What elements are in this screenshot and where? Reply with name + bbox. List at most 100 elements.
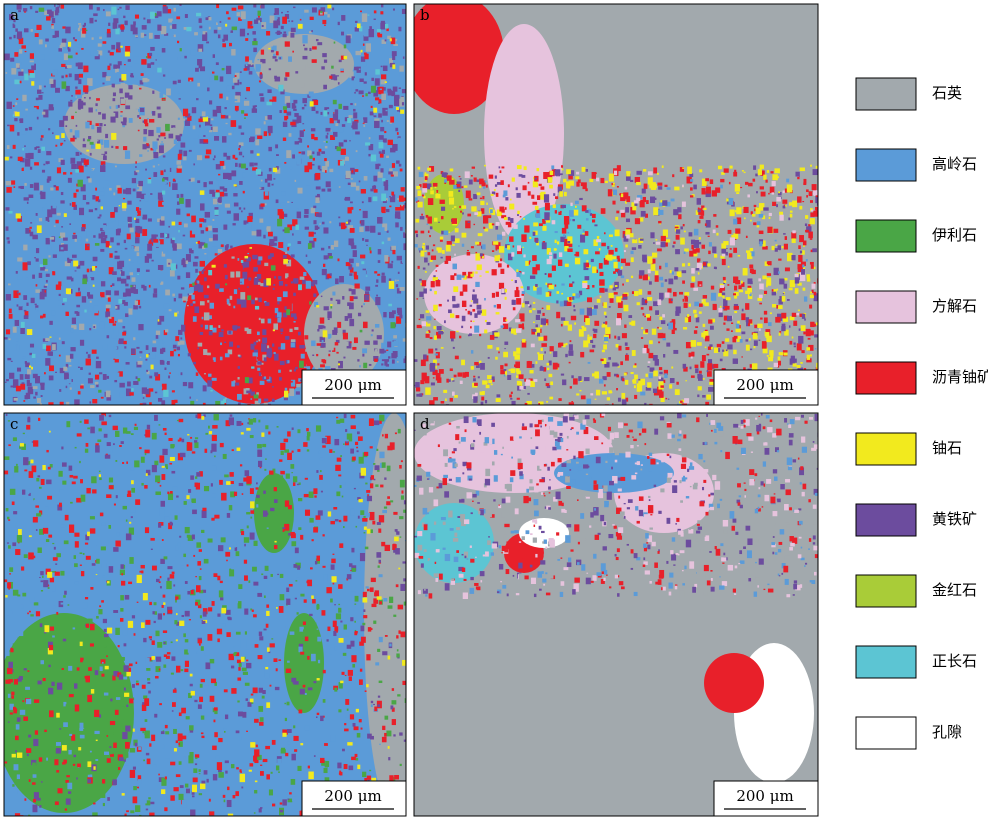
- mineral-grain: [297, 138, 303, 143]
- mineral-grain: [208, 17, 212, 21]
- mineral-grain: [702, 262, 707, 266]
- mineral-grain: [521, 291, 525, 294]
- mineral-grain: [555, 196, 559, 200]
- mineral-grain: [496, 234, 503, 240]
- mineral-grain: [189, 728, 194, 733]
- mineral-grain: [269, 99, 273, 103]
- mineral-grain: [163, 169, 166, 173]
- mineral-grain: [687, 166, 692, 174]
- mineral-grain: [479, 185, 482, 188]
- mineral-grain: [581, 166, 586, 172]
- mineral-grain: [727, 284, 730, 286]
- mineral-grain: [652, 388, 658, 393]
- mineral-grain: [653, 207, 659, 216]
- mineral-grain: [683, 302, 688, 308]
- mineral-grain: [420, 230, 425, 234]
- mineral-grain: [679, 167, 685, 172]
- mineral-grain: [233, 305, 236, 309]
- mineral-grain: [144, 345, 149, 350]
- mineral-grain: [48, 687, 54, 695]
- mineral-grain: [238, 142, 244, 146]
- mineral-grain: [509, 236, 514, 242]
- mineral-grain: [179, 437, 182, 441]
- mineral-grain: [36, 225, 42, 234]
- mineral-grain: [586, 398, 592, 405]
- mineral-grain: [327, 273, 332, 279]
- mineral-grain: [267, 347, 272, 353]
- mineral-grain: [8, 473, 14, 479]
- mineral-grain: [149, 118, 155, 123]
- mineral-grain: [321, 188, 326, 192]
- mineral-grain: [772, 289, 777, 293]
- mineral-grain: [811, 289, 814, 294]
- mineral-grain: [179, 181, 183, 184]
- mineral-grain: [238, 17, 242, 21]
- mineral-grain: [320, 295, 323, 298]
- mineral-grain: [476, 264, 482, 271]
- mineral-grain: [129, 272, 134, 276]
- mineral-grain: [808, 344, 814, 351]
- mineral-grain: [313, 220, 317, 225]
- mineral-grain: [64, 261, 71, 267]
- mineral-grain: [300, 379, 302, 382]
- mineral-grain: [235, 187, 239, 191]
- mineral-grain: [238, 163, 242, 168]
- mineral-grain: [522, 326, 525, 330]
- mineral-grain: [630, 371, 634, 375]
- mineral-grain: [647, 382, 652, 388]
- mineral-grain: [46, 163, 49, 165]
- mineral-grain: [318, 148, 322, 152]
- mineral-grain: [15, 63, 20, 68]
- mineral-grain: [797, 268, 802, 272]
- mineral-grain: [380, 20, 385, 27]
- mineral-grain: [542, 241, 546, 244]
- mineral-grain: [11, 68, 17, 75]
- mineral-grain: [126, 66, 133, 71]
- mineral-grain: [135, 186, 140, 190]
- mineral-grain: [113, 111, 119, 118]
- mineral-grain: [296, 120, 299, 124]
- mineral-grain: [116, 42, 121, 49]
- mineral-grain: [71, 734, 76, 741]
- mineral-grain: [758, 294, 763, 299]
- mineral-grain: [390, 116, 395, 123]
- mineral-grain: [535, 283, 538, 287]
- mineral-grain: [281, 11, 283, 14]
- mineral-grain: [118, 220, 123, 226]
- mineral-grain: [35, 391, 38, 396]
- mineral-grain: [246, 223, 252, 230]
- mineral-grain: [808, 224, 811, 228]
- mineral-grain: [91, 476, 97, 484]
- mineral-grain: [230, 120, 237, 127]
- mineral-grain: [386, 349, 389, 351]
- mineral-grain: [199, 332, 204, 336]
- mineral-grain: [266, 403, 272, 405]
- mineral-grain: [99, 36, 102, 40]
- mineral-grain: [463, 275, 467, 280]
- mineral-grain: [498, 282, 505, 289]
- mineral-grain: [514, 364, 517, 368]
- mineral-grain: [657, 248, 662, 252]
- panel-label: a: [10, 6, 19, 24]
- mineral-grain: [448, 197, 455, 205]
- mineral-grain: [192, 282, 195, 286]
- mineral-grain: [613, 170, 618, 176]
- mineral-grain: [218, 332, 224, 338]
- mineral-grain: [63, 213, 67, 217]
- mineral-grain: [480, 401, 484, 405]
- mineral-grain: [441, 172, 447, 177]
- mineral-grain: [476, 363, 480, 368]
- mineral-grain: [563, 300, 569, 307]
- mineral-grain: [159, 219, 165, 226]
- mineral-grain: [443, 389, 448, 393]
- mineral-grain: [192, 316, 197, 322]
- mineral-grain: [218, 325, 221, 328]
- mineral-grain: [256, 229, 262, 237]
- mineral-grain: [22, 262, 28, 271]
- mineral-grain: [363, 117, 368, 123]
- mineral-grain: [282, 106, 287, 110]
- mineral-grain: [477, 376, 480, 379]
- mineral-grain: [133, 56, 140, 64]
- mineral-grain: [459, 380, 463, 385]
- mineral-grain: [39, 805, 42, 808]
